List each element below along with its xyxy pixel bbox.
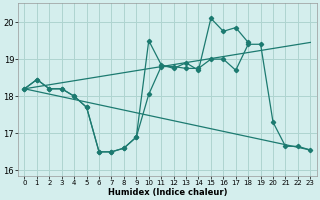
X-axis label: Humidex (Indice chaleur): Humidex (Indice chaleur) [108, 188, 227, 197]
